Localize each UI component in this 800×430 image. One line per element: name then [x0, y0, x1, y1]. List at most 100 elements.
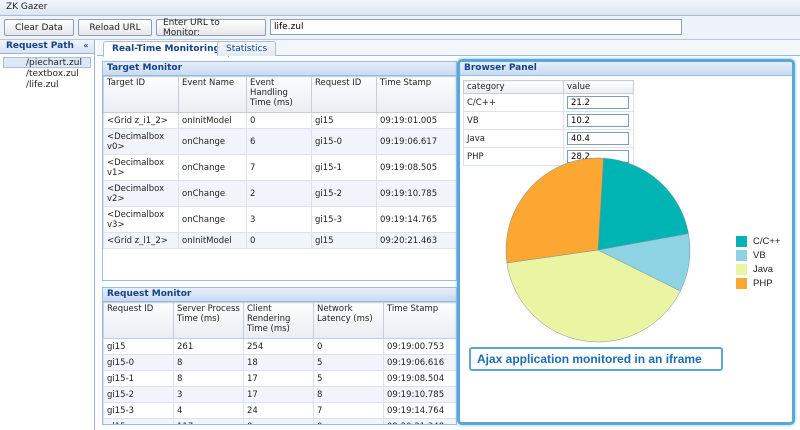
- reload-url-button[interactable]: Reload URL: [78, 19, 152, 36]
- request-monitor-title: Request Monitor: [103, 288, 456, 302]
- table-cell: 17: [243, 386, 314, 403]
- table-cell: onInitModel: [178, 232, 247, 249]
- table-row[interactable]: <Grid z_l1_2> onInitModel 0 gl15 09:20:21.46…: [103, 232, 456, 249]
- pie-slice-php[interactable]: [505, 157, 604, 264]
- legend-swatch: [736, 277, 747, 289]
- table-cell: gl15: [311, 232, 377, 249]
- table-row: VB: [463, 111, 634, 130]
- table-row[interactable]: <Grid z_i1_2> onInitModel 0 gi15 09:19:01.00…: [103, 112, 456, 129]
- table-row[interactable]: gi15-0 8 18 5 09:19:06.616: [103, 354, 456, 371]
- table-cell: onChange: [178, 128, 247, 155]
- column-header[interactable]: Event Handling Time (ms): [246, 76, 312, 113]
- table-cell: <Grid z_l1_2>: [103, 232, 179, 249]
- table-cell: 4: [173, 402, 244, 419]
- table-row[interactable]: <Decimalbox v0> onChange 6 gi15-0 09:19:06.6…: [103, 128, 456, 155]
- table-cell: 7: [313, 402, 384, 419]
- column-header[interactable]: Network Latency (ms): [313, 302, 384, 339]
- request-monitor-table: Request ID Server Process Time (ms) Clie…: [103, 302, 456, 424]
- legend-label: Java: [753, 263, 774, 275]
- table-row[interactable]: gi15-1 8 17 5 09:19:08.504: [103, 370, 456, 387]
- table-cell: 7: [246, 154, 312, 181]
- category-cell: C/C++: [463, 93, 564, 112]
- table-row[interactable]: <Decimalbox v2> onChange 2 gi15-2 09:19:10.7…: [103, 180, 456, 207]
- request-path-header: Request Path «: [0, 40, 94, 54]
- table-row[interactable]: gl151170009:20:21.348: [103, 418, 456, 424]
- table-cell: 09:19:01.005: [376, 112, 456, 129]
- table-cell: gi15: [103, 338, 174, 355]
- column-header[interactable]: value: [563, 80, 634, 94]
- enter-url-button[interactable]: Enter URL to Monitor:: [156, 18, 266, 38]
- request-monitor-panel: Request Monitor Request ID Server Proces…: [102, 287, 457, 425]
- table-cell: 0: [313, 338, 384, 355]
- table-cell: 3: [173, 386, 244, 403]
- table-row: PHP: [463, 147, 634, 166]
- table-cell: gi15-3: [311, 206, 377, 233]
- request-path-title: Request Path: [6, 41, 74, 51]
- table-row[interactable]: <Decimalbox v3> onChange 3 gi15-3 09:19:14.7…: [103, 206, 456, 233]
- request-path-item[interactable]: /piechart.zul: [3, 57, 91, 68]
- table-cell: 5: [313, 370, 384, 387]
- value-input[interactable]: [567, 150, 629, 163]
- collapse-icon[interactable]: «: [83, 41, 89, 50]
- table-cell: 0: [246, 232, 312, 249]
- column-header[interactable]: Client Rendering Time (ms): [243, 302, 314, 339]
- request-path-item[interactable]: /life.zul: [26, 80, 59, 90]
- request-monitor-body: gi15 261 254 0 09:19:00.753 gi15-0 8 18 5 09:19:0…: [103, 338, 456, 424]
- table-cell: 0: [313, 418, 384, 424]
- request-path-item[interactable]: /textbox.zul: [26, 69, 79, 79]
- table-cell: 254: [243, 338, 314, 355]
- legend-item: C/C++: [736, 234, 780, 248]
- table-cell: 0: [243, 418, 314, 424]
- value-input[interactable]: [567, 114, 629, 127]
- table-cell: 09:19:14.764: [383, 402, 456, 419]
- table-cell: 09:19:08.504: [383, 370, 456, 387]
- category-value-table: category value C/C++ VB Java PHP: [463, 80, 634, 166]
- table-cell: onInitModel: [178, 112, 247, 129]
- column-header[interactable]: Event Name: [178, 76, 247, 113]
- table-row[interactable]: gi15-2 3 17 8 09:19:10.785: [103, 386, 456, 403]
- table-cell: gi15-3: [103, 402, 174, 419]
- value-input[interactable]: [567, 132, 629, 145]
- table-cell: <Grid z_i1_2>: [103, 112, 179, 129]
- table-row[interactable]: gi15 261 254 0 09:19:00.753: [103, 338, 456, 355]
- column-header[interactable]: Request ID: [103, 302, 174, 339]
- column-header[interactable]: Request ID: [311, 76, 377, 113]
- column-header[interactable]: Time Stamp: [383, 302, 456, 339]
- browser-panel-title: Browser Panel: [460, 62, 792, 76]
- table-cell: 09:19:06.617: [376, 128, 456, 155]
- value-input[interactable]: [567, 96, 629, 109]
- column-header[interactable]: category: [463, 80, 564, 94]
- legend-swatch: [736, 249, 747, 261]
- pie-slice-java[interactable]: [506, 249, 681, 343]
- target-monitor-panel: Target Monitor Target ID Event Name Even…: [102, 61, 457, 281]
- legend-item: VB: [736, 248, 780, 262]
- pie-slice-cc[interactable]: [597, 157, 689, 251]
- legend-label: C/C++: [753, 235, 781, 247]
- pie-slice-vb[interactable]: [597, 233, 691, 292]
- column-header[interactable]: Time Stamp: [376, 76, 456, 113]
- table-cell: 17: [243, 370, 314, 387]
- table-cell: <Decimalbox v1>: [103, 154, 179, 181]
- table-cell: gi15-2: [103, 386, 174, 403]
- table-row: C/C++: [463, 93, 634, 112]
- url-input[interactable]: [270, 19, 682, 35]
- table-cell: 261: [173, 338, 244, 355]
- table-cell: 8: [173, 370, 244, 387]
- table-cell: 18: [243, 354, 314, 371]
- table-cell: 09:19:10.785: [376, 180, 456, 207]
- legend-label: VB: [753, 249, 766, 261]
- clear-data-button[interactable]: Clear Data: [4, 19, 74, 36]
- table-cell: <Decimalbox v3>: [103, 206, 179, 233]
- table-cell: gi15-0: [311, 128, 377, 155]
- column-header[interactable]: Server Process Time (ms): [173, 302, 244, 339]
- category-cell: Java: [463, 129, 564, 148]
- category-cell: VB: [463, 111, 564, 130]
- column-header[interactable]: Target ID: [103, 76, 179, 113]
- table-row[interactable]: gi15-3 4 24 7 09:19:14.764: [103, 402, 456, 419]
- table-cell: 8: [173, 354, 244, 371]
- tab-real-time-monitoring[interactable]: Real-Time Monitoring: [103, 41, 229, 57]
- tab-statistics[interactable]: Statistics: [217, 41, 277, 56]
- table-row[interactable]: <Decimalbox v1> onChange 7 gi15-1 09:19:08.5…: [103, 154, 456, 181]
- table-cell: onChange: [178, 154, 247, 181]
- target-monitor-table: Target ID Event Name Event Handling Time…: [103, 76, 456, 249]
